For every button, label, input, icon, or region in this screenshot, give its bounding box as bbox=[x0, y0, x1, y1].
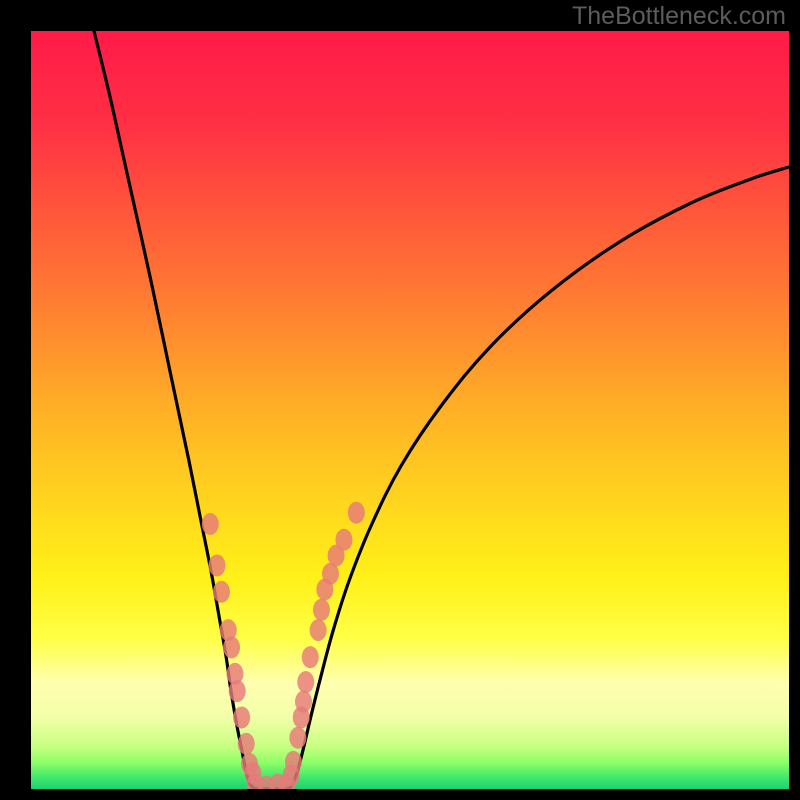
data-marker bbox=[209, 554, 226, 576]
left-markers-group bbox=[202, 513, 286, 789]
data-marker bbox=[313, 599, 330, 621]
data-marker bbox=[310, 619, 327, 641]
right-markers-group bbox=[278, 502, 365, 789]
data-marker bbox=[213, 581, 230, 603]
plot-area bbox=[31, 31, 789, 789]
data-marker bbox=[233, 706, 250, 728]
watermark-text: TheBottleneck.com bbox=[572, 2, 786, 31]
outer-frame: TheBottleneck.com bbox=[0, 0, 800, 800]
data-marker bbox=[297, 671, 314, 693]
chart-svg bbox=[31, 31, 789, 789]
data-marker bbox=[302, 646, 319, 668]
data-marker bbox=[295, 691, 312, 713]
data-marker bbox=[348, 502, 365, 524]
data-marker bbox=[335, 529, 352, 551]
data-marker bbox=[289, 727, 306, 749]
data-marker bbox=[285, 751, 302, 773]
data-marker bbox=[229, 680, 246, 702]
data-marker bbox=[238, 733, 255, 755]
bottleneck-curve-right bbox=[289, 167, 789, 789]
data-marker bbox=[202, 513, 219, 535]
data-marker bbox=[223, 636, 240, 658]
